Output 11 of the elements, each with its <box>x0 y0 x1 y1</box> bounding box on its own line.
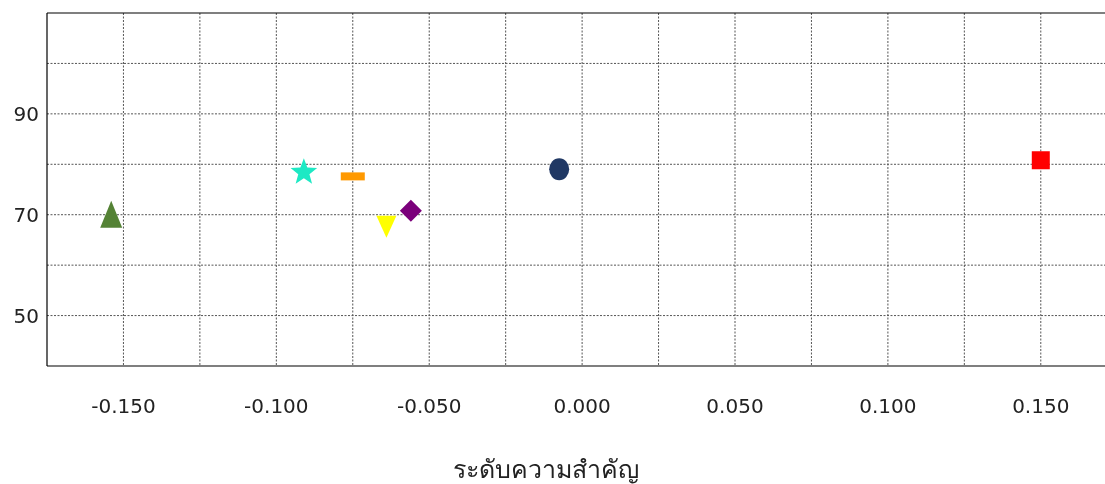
x-tick-label: -0.100 <box>244 394 309 418</box>
y-tick-label: 90 <box>13 101 39 126</box>
x-axis-title: ระดับความสำคัญ <box>453 455 639 484</box>
x-tick-label: 0.000 <box>553 394 611 418</box>
x-tick-label: -0.150 <box>91 394 156 418</box>
x-tick-label: 0.050 <box>706 394 764 418</box>
y-tick-label: 70 <box>13 202 39 227</box>
x-tick-label: -0.050 <box>396 394 462 418</box>
y-tick-label: 50 <box>13 303 39 328</box>
x-tick-label: 0.100 <box>859 394 917 418</box>
x-tick-label: 0.150 <box>1012 394 1070 418</box>
